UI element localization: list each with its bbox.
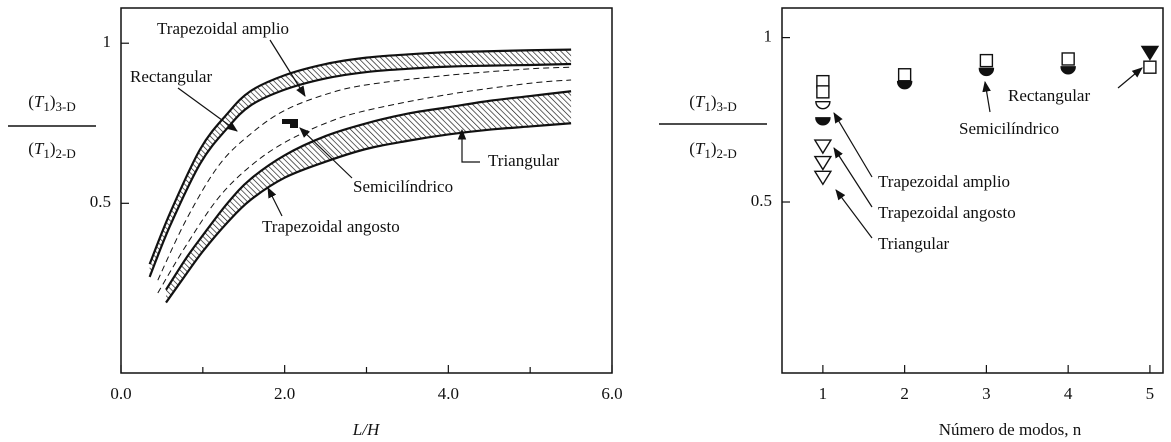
marker-triangle [813, 139, 833, 155]
label-part: T [34, 92, 45, 111]
annotation: Trapezoidal angosto [262, 217, 400, 236]
legend-label: Trapezoidal angosto [878, 203, 1016, 222]
x-tick-label: 4.0 [438, 384, 459, 403]
legend-label: Rectangular [1008, 86, 1090, 105]
annotation-arrow [269, 39, 306, 97]
annotation-arrow [267, 187, 283, 217]
annotation-arrow [833, 112, 873, 178]
marker-square [816, 85, 830, 99]
marker-triangle [813, 155, 833, 171]
label-part: T [34, 139, 45, 158]
label-part: ( [28, 92, 34, 111]
pointer-block [282, 119, 298, 128]
band-upper-edge [148, 48, 572, 265]
annotation: Trapezoidal amplio [157, 19, 289, 38]
annotation-arrow [1117, 67, 1143, 89]
legend-label: Trapezoidal amplio [878, 172, 1010, 191]
label-part: 3-D [56, 99, 76, 114]
label-part: 1 [43, 146, 50, 161]
annotation-arrow [982, 80, 991, 113]
y-tick-label: 0.5 [751, 191, 772, 210]
y-axis-label: (T1)3-D [28, 92, 76, 114]
annotation-arrow [835, 189, 873, 239]
annotation: Semicilíndrico [353, 177, 453, 196]
marker-square [897, 68, 912, 82]
plot-frame [781, 7, 1164, 374]
label-part: 3-D [717, 99, 737, 114]
label-part: 2-D [717, 146, 737, 161]
x-tick-label: 4 [1064, 384, 1073, 403]
annotation: Rectangular [130, 67, 212, 86]
marker-semicircle [1060, 66, 1076, 75]
marker-square [979, 53, 994, 68]
x-axis-label: L/H [352, 420, 381, 439]
band-lower-edge [148, 62, 572, 278]
label-part: 1 [43, 99, 50, 114]
label-part: 1 [704, 99, 711, 114]
label-part: ) [711, 92, 717, 111]
annotation-arrow [457, 128, 480, 163]
marker-square [1061, 52, 1075, 66]
x-tick-label: 2.0 [274, 384, 295, 403]
label-part: T [695, 139, 706, 158]
x-tick-label: 2 [900, 384, 909, 403]
dashed-curve [157, 79, 572, 294]
annotation-arrow [299, 127, 353, 179]
marker-semicircle [896, 80, 913, 90]
label-part: T [695, 92, 706, 111]
label-part: ( [689, 92, 695, 111]
label-part: ( [689, 139, 695, 158]
x-tick-label: 1 [819, 384, 828, 403]
band-upper-edge [165, 90, 572, 291]
label-part: ) [50, 139, 56, 158]
x-tick-label: 0.0 [110, 384, 131, 403]
legend-label: Semicilíndrico [959, 119, 1059, 138]
legend-label: Triangular [878, 234, 949, 253]
y-tick-label: 1 [103, 32, 112, 51]
marker-triangle [1140, 45, 1160, 61]
x-axis-label: Número de modos, n [939, 420, 1082, 439]
band-lower-edge [165, 122, 572, 304]
x-tick-label: 5 [1146, 384, 1155, 403]
label-part: ) [50, 92, 56, 111]
label-part: ) [711, 139, 717, 158]
y-tick-label: 0.5 [90, 192, 111, 211]
annotation: Triangular [488, 151, 559, 170]
marker-triangle [813, 170, 833, 186]
annotation-arrow [833, 147, 873, 208]
label-part: 2-D [56, 146, 76, 161]
label-part: 1 [704, 146, 711, 161]
y-axis-label: (T1)2-D [689, 139, 737, 161]
marker-semicircle [978, 67, 995, 77]
band-hatch [166, 91, 572, 303]
x-tick-label: 3 [982, 384, 991, 403]
marker-square [1143, 60, 1157, 74]
marker-semicircle [815, 117, 831, 126]
label-part: ( [28, 139, 34, 158]
annotation-arrow [177, 87, 238, 132]
y-axis-label: (T1)3-D [689, 92, 737, 114]
y-axis-label: (T1)2-D [28, 139, 76, 161]
x-tick-label: 6.0 [601, 384, 622, 403]
marker-semicircle [815, 100, 831, 110]
y-tick-label: 1 [764, 27, 773, 46]
